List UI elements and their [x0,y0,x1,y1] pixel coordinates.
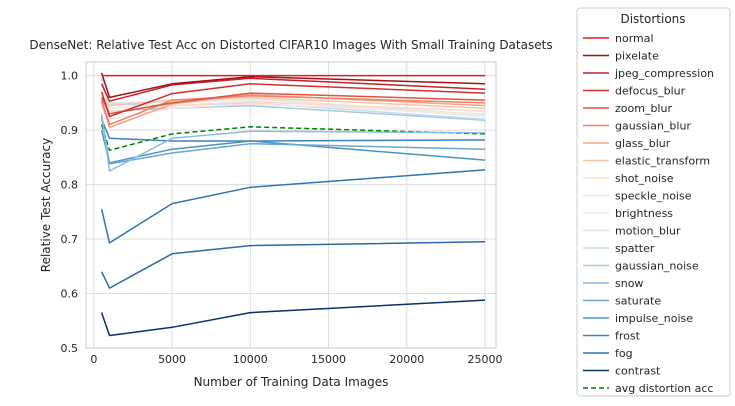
legend-label: frost [615,330,641,343]
legend-label: gaussian_blur [615,120,691,133]
legend: Distortions normal pixelate jpeg_compressi… [576,7,731,397]
x-tick-label: 0 [90,353,97,366]
legend-label: zoom_blur [615,102,672,115]
y-tick-label: 0.9 [61,124,79,137]
legend-label: motion_blur [615,225,681,238]
series-line-contrast [100,299,486,337]
legend-label: spatter [615,242,655,255]
legend-label: fog [615,347,633,360]
x-tick-labels: 0 5000 10000 15000 20000 25000 [90,353,502,366]
series-line-defocus-blur [100,83,486,118]
series-line-impulse-noise [100,129,486,164]
y-tick-label: 0.7 [61,233,79,246]
legend-label: pixelate [615,50,659,63]
y-tick-label: 1.0 [61,70,79,83]
series-line-pixelate [100,72,486,99]
legend-label: gaussian_noise [615,260,699,273]
x-axis-label: Number of Training Data Images [194,375,389,389]
x-tick-label: 5000 [158,353,186,366]
chart-title: DenseNet: Relative Test Acc on Distorted… [29,38,552,52]
legend-label: normal [615,32,654,45]
series-line-frost [100,118,486,142]
legend-items: normal pixelate jpeg_compression defocus_bl… [583,32,714,395]
legend-title: Distortions [620,12,685,26]
legend-label: brightness [615,207,673,220]
series-line-shot-noise [100,91,486,112]
legend-label: avg distortion acc [615,382,713,395]
series-line-gaussian-blur [100,95,486,126]
legend-label: elastic_transform [615,155,710,168]
x-tick-label: 25000 [468,353,503,366]
series-line-fog-lower [100,241,486,289]
y-tick-label: 0.8 [61,179,79,192]
x-tick-label: 20000 [389,353,424,366]
legend-label: impulse_noise [615,312,693,325]
series-line-snow [100,113,486,172]
legend-label: shot_noise [615,172,674,185]
legend-label: jpeg_compression [614,67,714,80]
legend-label: snow [615,277,643,290]
legend-frame [576,7,731,397]
legend-label: saturate [615,295,661,308]
plot-frame [85,61,497,349]
x-tick-label: 10000 [233,353,268,366]
series-line-avg-distortion-acc [100,124,486,152]
series-line-fog [100,169,486,244]
y-axis-label: Relative Test Accuracy [39,138,53,272]
x-tick-label: 15000 [311,353,346,366]
legend-label: defocus_blur [615,85,686,98]
legend-label: glass_blur [615,137,671,150]
series-layer [100,72,486,337]
legend-label: speckle_noise [615,190,692,203]
series-line-jpeg-compression [100,77,486,102]
y-tick-label: 0.6 [61,288,79,301]
legend-label: contrast [615,365,661,378]
y-tick-label: 0.5 [61,342,79,355]
y-tick-labels: 0.5 0.6 0.7 0.8 0.9 1.0 [61,70,79,355]
